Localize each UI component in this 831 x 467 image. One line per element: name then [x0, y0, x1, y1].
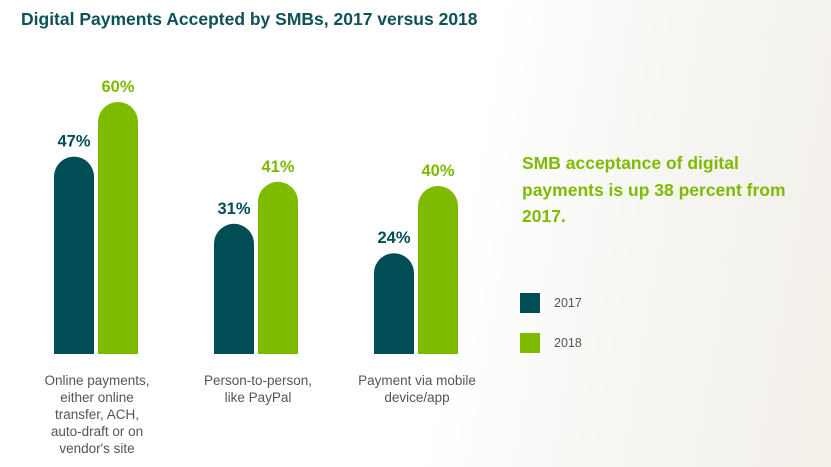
category-label-online: Online payments, either online transfer,…: [22, 372, 172, 457]
callout-annotation: SMB acceptance of digital payments is up…: [522, 153, 786, 226]
category-label-mobile: Payment via mobile device/app: [342, 372, 492, 406]
category-label-line: like PayPal: [224, 390, 292, 405]
legend-swatch-2017: [520, 293, 540, 313]
legend-label-2017: 2017: [554, 296, 582, 310]
value-label-2018-2: 40%: [421, 162, 454, 180]
category-label-p2p: Person-to-person, like PayPal: [183, 372, 333, 406]
bar-2017-1: [214, 223, 254, 354]
value-label-2017-0: 47%: [57, 133, 90, 151]
value-label-2018-0: 60%: [101, 78, 134, 96]
category-label-line: Payment via mobile: [358, 373, 476, 388]
bar-2018-1: [258, 181, 298, 354]
value-label-2017-1: 31%: [217, 200, 250, 218]
bar-2018-2: [418, 186, 458, 354]
category-label-line: transfer, ACH,: [54, 407, 140, 422]
legend-label-2018: 2018: [554, 336, 582, 350]
chart-title: Digital Payments Accepted by SMBs, 2017 …: [21, 9, 478, 29]
category-label-line: either online: [60, 390, 134, 405]
category-label-line: vendor's site: [59, 441, 135, 456]
value-label-2018-1: 41%: [261, 158, 294, 176]
bars-group: [54, 102, 458, 354]
category-label-line: auto-draft or on: [50, 424, 144, 439]
legend-item-2018: 2018: [520, 333, 582, 353]
bar-2017-2: [374, 253, 414, 354]
legend-swatch-2018: [520, 333, 540, 353]
category-label-line: device/app: [384, 390, 450, 405]
bar-2018-0: [98, 102, 138, 354]
category-label-line: Online payments,: [44, 373, 150, 388]
category-label-line: Person-to-person,: [203, 373, 313, 388]
legend-item-2017: 2017: [520, 293, 582, 313]
value-labels-group: 47% 60% 31% 41% 24% 40%: [57, 78, 454, 247]
bar-2017-0: [54, 156, 94, 354]
value-label-2017-2: 24%: [377, 229, 410, 247]
